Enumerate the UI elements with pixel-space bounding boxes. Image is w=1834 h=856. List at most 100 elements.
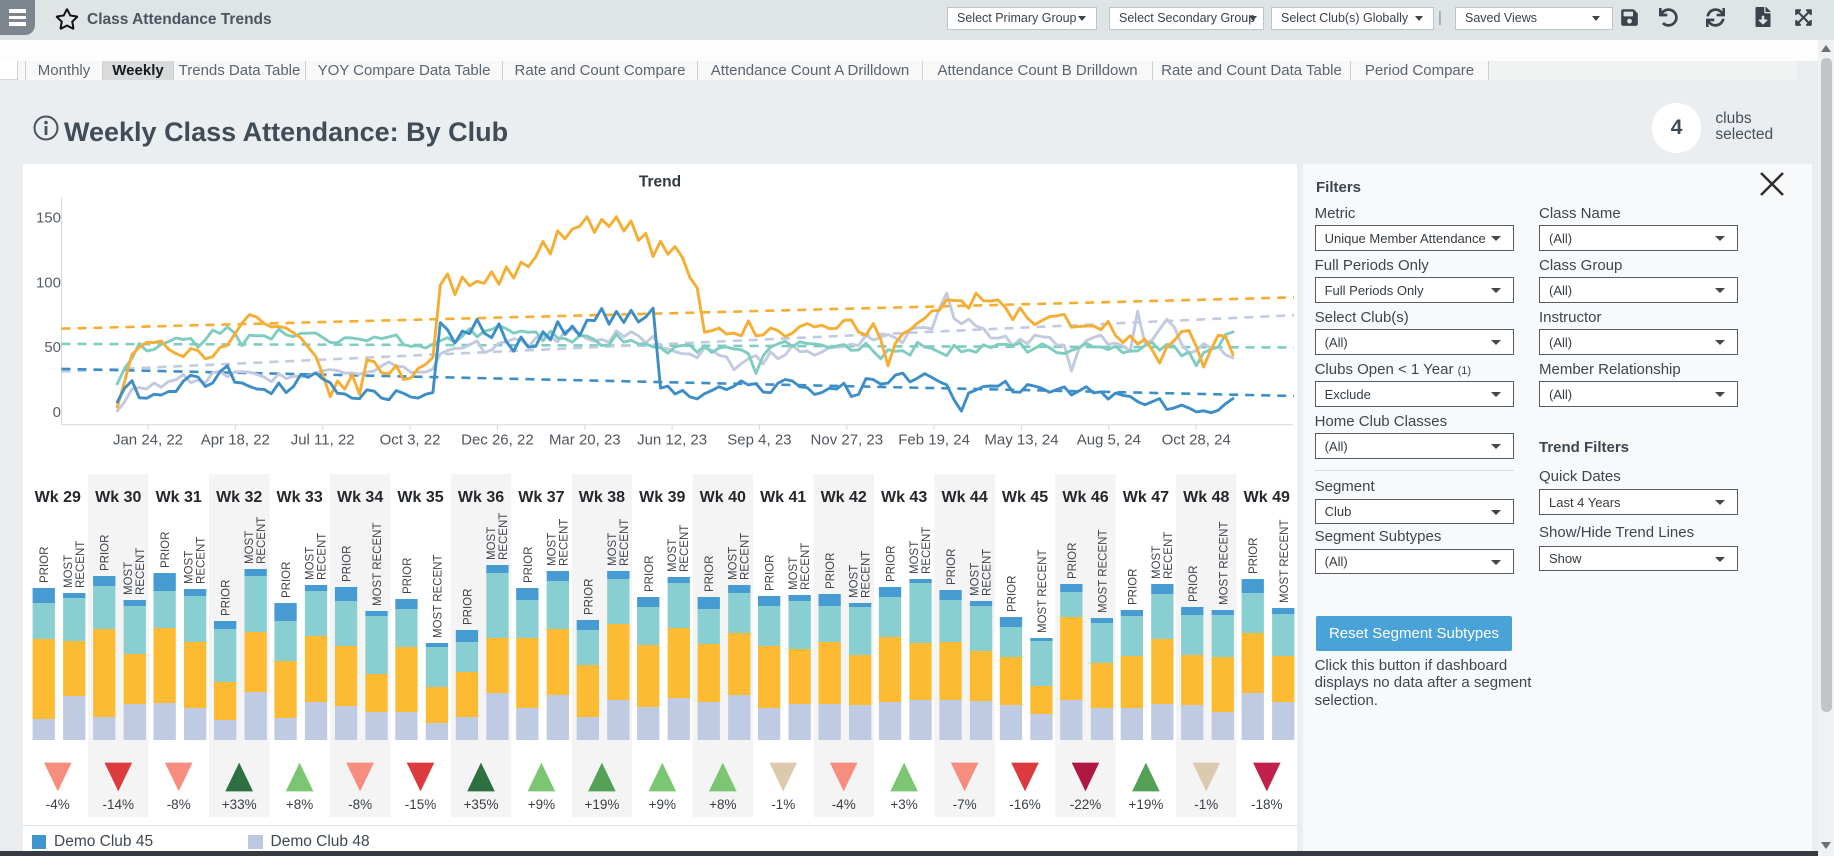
svg-text:MOST: MOST bbox=[607, 533, 619, 566]
svg-text:Wk 33: Wk 33 bbox=[276, 489, 322, 506]
svg-text:RECENT: RECENT bbox=[317, 533, 329, 580]
svg-text:Jun 12, 23: Jun 12, 23 bbox=[637, 431, 707, 448]
svg-text:PRIOR: PRIOR bbox=[100, 535, 112, 571]
svg-text:Wk 37: Wk 37 bbox=[518, 489, 564, 506]
svg-text:+35%: +35% bbox=[464, 797, 499, 812]
svg-text:Wk 39: Wk 39 bbox=[639, 489, 685, 506]
svg-text:Wk 32: Wk 32 bbox=[216, 489, 262, 506]
svg-text:RECENT: RECENT bbox=[800, 543, 812, 590]
svg-text:MOST: MOST bbox=[63, 555, 75, 588]
svg-text:-1%: -1% bbox=[771, 797, 795, 812]
svg-text:+19%: +19% bbox=[1128, 797, 1163, 812]
svg-text:PRIOR: PRIOR bbox=[342, 546, 354, 582]
svg-text:Wk 46: Wk 46 bbox=[1062, 489, 1108, 506]
svg-text:-8%: -8% bbox=[348, 797, 372, 812]
svg-text:MOST RECENT: MOST RECENT bbox=[1037, 550, 1049, 634]
svg-text:-15%: -15% bbox=[405, 797, 437, 812]
svg-text:PRIOR: PRIOR bbox=[523, 547, 535, 583]
svg-text:MOST RECENT: MOST RECENT bbox=[1279, 520, 1291, 604]
svg-text:-8%: -8% bbox=[167, 797, 191, 812]
svg-text:MOST: MOST bbox=[546, 533, 558, 566]
svg-text:Feb 19, 24: Feb 19, 24 bbox=[898, 431, 970, 448]
svg-text:Wk 48: Wk 48 bbox=[1183, 489, 1229, 506]
svg-text:Mar 20, 23: Mar 20, 23 bbox=[549, 431, 621, 448]
svg-text:+33%: +33% bbox=[222, 797, 257, 812]
svg-text:-14%: -14% bbox=[103, 797, 135, 812]
svg-text:MOST: MOST bbox=[123, 562, 135, 595]
svg-text:PRIOR: PRIOR bbox=[1248, 538, 1260, 574]
svg-text:PRIOR: PRIOR bbox=[946, 549, 958, 585]
svg-text:+9%: +9% bbox=[528, 797, 555, 812]
svg-text:150: 150 bbox=[36, 209, 61, 226]
svg-text:+8%: +8% bbox=[709, 797, 736, 812]
svg-text:Trend: Trend bbox=[639, 173, 681, 190]
svg-text:+19%: +19% bbox=[584, 797, 619, 812]
svg-text:100: 100 bbox=[36, 274, 61, 291]
svg-text:Wk 36: Wk 36 bbox=[458, 489, 504, 506]
svg-text:MOST: MOST bbox=[244, 531, 256, 564]
svg-text:-4%: -4% bbox=[832, 797, 856, 812]
svg-text:PRIOR: PRIOR bbox=[704, 556, 716, 592]
svg-text:PRIOR: PRIOR bbox=[886, 546, 898, 582]
svg-text:PRIOR: PRIOR bbox=[462, 589, 474, 625]
svg-text:PRIOR: PRIOR bbox=[644, 556, 656, 592]
svg-text:Aug 5, 24: Aug 5, 24 bbox=[1077, 431, 1141, 448]
svg-text:MOST RECENT: MOST RECENT bbox=[372, 523, 384, 607]
svg-text:PRIOR: PRIOR bbox=[1067, 543, 1079, 579]
svg-text:MOST: MOST bbox=[667, 539, 679, 572]
svg-text:Wk 29: Wk 29 bbox=[35, 489, 81, 506]
svg-text:RECENT: RECENT bbox=[679, 525, 691, 572]
svg-text:0: 0 bbox=[53, 403, 61, 420]
svg-text:RECENT: RECENT bbox=[75, 541, 87, 588]
svg-text:Wk 40: Wk 40 bbox=[700, 489, 746, 506]
svg-text:PRIOR: PRIOR bbox=[281, 562, 293, 598]
svg-text:PRIOR: PRIOR bbox=[1188, 566, 1200, 602]
svg-text:MOST: MOST bbox=[788, 557, 800, 590]
svg-text:RECENT: RECENT bbox=[256, 517, 268, 564]
svg-text:Oct 28, 24: Oct 28, 24 bbox=[1162, 431, 1231, 448]
svg-text:Wk 43: Wk 43 bbox=[881, 489, 927, 506]
svg-text:Jan 24, 22: Jan 24, 22 bbox=[113, 431, 183, 448]
svg-text:MOST RECENT: MOST RECENT bbox=[433, 555, 445, 639]
svg-text:-4%: -4% bbox=[46, 797, 70, 812]
svg-text:Jul 11, 22: Jul 11, 22 bbox=[291, 431, 355, 448]
svg-text:Wk 49: Wk 49 bbox=[1244, 489, 1290, 506]
svg-text:+8%: +8% bbox=[286, 797, 313, 812]
svg-text:-1%: -1% bbox=[1194, 797, 1218, 812]
svg-text:Wk 35: Wk 35 bbox=[397, 489, 443, 506]
svg-text:Wk 47: Wk 47 bbox=[1123, 489, 1169, 506]
svg-text:Wk 45: Wk 45 bbox=[1002, 489, 1048, 506]
svg-text:MOST: MOST bbox=[184, 551, 196, 584]
svg-text:PRIOR: PRIOR bbox=[402, 558, 414, 594]
svg-text:RECENT: RECENT bbox=[196, 537, 208, 584]
svg-text:MOST: MOST bbox=[1151, 546, 1163, 579]
svg-text:-7%: -7% bbox=[953, 797, 977, 812]
svg-text:MOST: MOST bbox=[728, 547, 740, 580]
svg-text:-16%: -16% bbox=[1009, 797, 1041, 812]
svg-text:RECENT: RECENT bbox=[861, 551, 873, 598]
svg-text:PRIOR: PRIOR bbox=[221, 580, 233, 616]
svg-text:MOST RECENT: MOST RECENT bbox=[1097, 530, 1109, 614]
svg-text:Wk 31: Wk 31 bbox=[156, 489, 202, 506]
svg-text:Wk 30: Wk 30 bbox=[95, 489, 141, 506]
svg-text:PRIOR: PRIOR bbox=[1007, 576, 1019, 612]
svg-text:MOST: MOST bbox=[849, 565, 861, 598]
svg-text:-18%: -18% bbox=[1251, 797, 1283, 812]
svg-text:PRIOR: PRIOR bbox=[765, 555, 777, 591]
svg-text:PRIOR: PRIOR bbox=[1127, 569, 1139, 605]
svg-text:RECENT: RECENT bbox=[619, 519, 631, 566]
svg-text:MOST: MOST bbox=[970, 563, 982, 596]
svg-text:PRIOR: PRIOR bbox=[583, 579, 595, 615]
svg-text:RECENT: RECENT bbox=[982, 549, 994, 596]
svg-text:RECENT: RECENT bbox=[1163, 532, 1175, 579]
svg-text:MOST: MOST bbox=[305, 547, 317, 580]
svg-text:Dec 26, 22: Dec 26, 22 bbox=[461, 431, 534, 448]
svg-text:RECENT: RECENT bbox=[498, 513, 510, 560]
svg-text:RECENT: RECENT bbox=[921, 527, 933, 574]
svg-text:PRIOR: PRIOR bbox=[39, 547, 51, 583]
svg-text:Oct 3, 22: Oct 3, 22 bbox=[380, 431, 441, 448]
svg-text:+3%: +3% bbox=[890, 797, 917, 812]
svg-text:+9%: +9% bbox=[649, 797, 676, 812]
svg-text:MOST RECENT: MOST RECENT bbox=[1218, 522, 1230, 606]
svg-text:-22%: -22% bbox=[1070, 797, 1102, 812]
